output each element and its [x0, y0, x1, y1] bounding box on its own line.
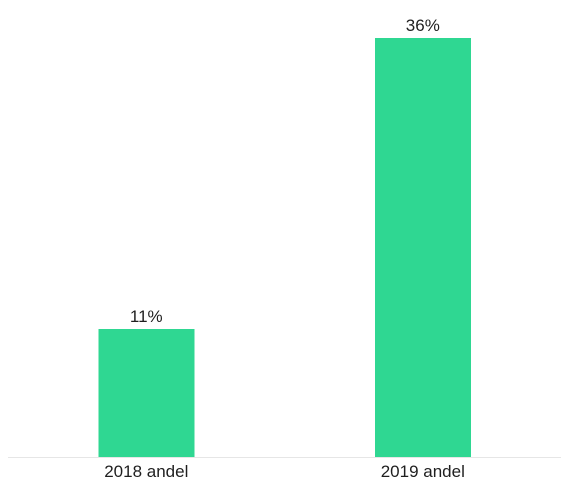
x-tick-label-2: 2019 andel: [381, 462, 465, 481]
bars-layer: [98, 38, 471, 457]
bar-1: [98, 329, 195, 457]
labels-layer: 11% 36%: [130, 16, 440, 326]
x-axis-ticks: 2018 andel 2019 andel: [104, 462, 465, 481]
data-label-1: 11%: [130, 307, 163, 326]
bar-2: [374, 38, 471, 457]
data-label-2: 36%: [406, 16, 440, 35]
x-tick-label-1: 2018 andel: [104, 462, 188, 481]
